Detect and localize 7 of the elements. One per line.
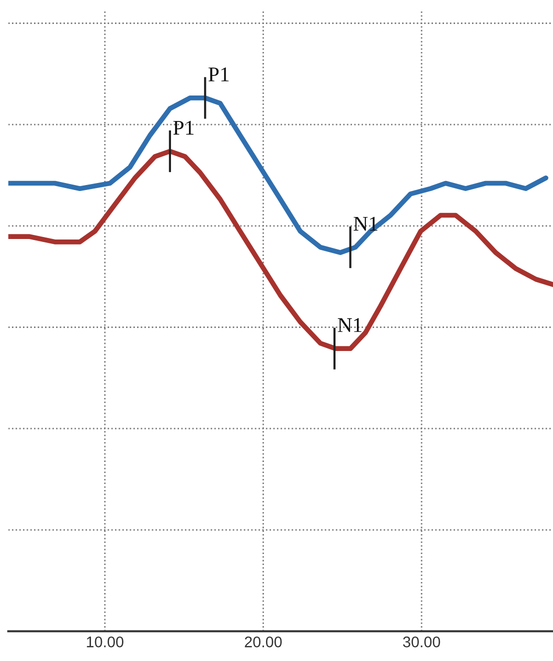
x-tick-label: 30.00 — [403, 636, 440, 648]
annotation: N1 — [338, 318, 362, 332]
annotation: P1 — [208, 67, 229, 82]
annotation: P1 — [173, 120, 194, 135]
x-tick-label: 10.00 — [86, 636, 124, 648]
annotation: N1 — [354, 216, 378, 231]
x-tick-label: 20.00 — [244, 636, 282, 648]
